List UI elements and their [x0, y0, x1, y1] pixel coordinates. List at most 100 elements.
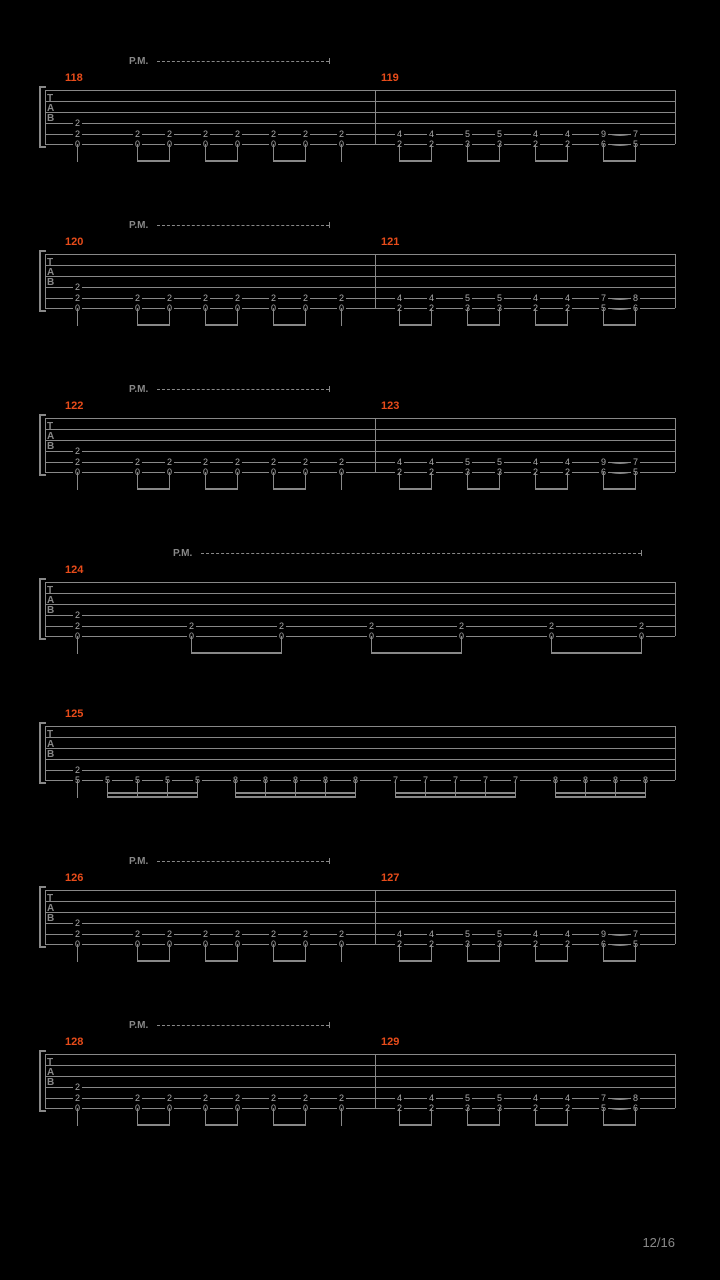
barline — [45, 726, 46, 780]
fret-number: 2 — [233, 130, 242, 139]
fret-number: 5 — [495, 458, 504, 467]
fret-number: 4 — [427, 130, 436, 139]
fret-number: 4 — [531, 130, 540, 139]
palm-mute-label: P.M. — [129, 856, 148, 867]
tab-system: TAB126127P.M.220202020202020204242535342… — [45, 890, 675, 944]
fret-number: 2 — [201, 1094, 210, 1103]
fret-number: 2 — [73, 447, 82, 456]
fret-number: 4 — [531, 458, 540, 467]
fret-number: 2 — [165, 1094, 174, 1103]
fret-number: 2 — [269, 458, 278, 467]
fret-number: 5 — [495, 1094, 504, 1103]
measure-number: 121 — [381, 236, 399, 248]
barline — [675, 726, 676, 780]
fret-number: 2 — [201, 930, 210, 939]
fret-number: 4 — [427, 458, 436, 467]
fret-number: 8 — [631, 1094, 640, 1103]
fret-number: 2 — [73, 458, 82, 467]
barline — [375, 890, 376, 944]
measure-number: 128 — [65, 1036, 83, 1048]
fret-number: 9 — [599, 130, 608, 139]
fret-number: 4 — [395, 458, 404, 467]
barline — [45, 90, 46, 144]
fret-number: 2 — [165, 930, 174, 939]
fret-number: 2 — [457, 622, 466, 631]
fret-number: 9 — [599, 458, 608, 467]
tab-clef: TAB — [47, 422, 54, 452]
fret-number: 2 — [301, 930, 310, 939]
measure-number: 122 — [65, 400, 83, 412]
tab-clef: TAB — [47, 258, 54, 288]
fret-number: 2 — [133, 458, 142, 467]
tab-system: TAB118119P.M.220202020202020204242535342… — [45, 90, 675, 144]
tab-clef: TAB — [47, 1058, 54, 1088]
barline — [45, 254, 46, 308]
tab-system: TAB128129P.M.220202020202020204242535342… — [45, 1054, 675, 1108]
fret-number: 4 — [427, 294, 436, 303]
measure-number: 123 — [381, 400, 399, 412]
fret-number: 4 — [563, 930, 572, 939]
fret-number: 5 — [463, 930, 472, 939]
fret-number: 2 — [269, 130, 278, 139]
fret-number: 4 — [563, 294, 572, 303]
fret-number: 2 — [165, 130, 174, 139]
barline — [375, 90, 376, 144]
fret-number: 4 — [531, 294, 540, 303]
tab-system: TAB122123P.M.220202020202020204242535342… — [45, 418, 675, 472]
fret-number: 2 — [301, 130, 310, 139]
fret-number: 5 — [495, 294, 504, 303]
barline — [675, 1054, 676, 1108]
fret-number: 2 — [73, 611, 82, 620]
fret-number: 2 — [133, 1094, 142, 1103]
fret-number: 7 — [631, 458, 640, 467]
barline — [45, 418, 46, 472]
fret-number: 7 — [631, 130, 640, 139]
fret-number: 2 — [201, 458, 210, 467]
fret-number: 2 — [367, 622, 376, 631]
fret-number: 5 — [495, 930, 504, 939]
fret-number: 4 — [563, 130, 572, 139]
barline — [375, 254, 376, 308]
tab-clef: TAB — [47, 730, 54, 760]
fret-number: 5 — [463, 294, 472, 303]
fret-number: 2 — [73, 919, 82, 928]
fret-number: 2 — [73, 119, 82, 128]
fret-number: 2 — [301, 458, 310, 467]
palm-mute-label: P.M. — [129, 384, 148, 395]
palm-mute-label: P.M. — [173, 548, 192, 559]
fret-number: 2 — [73, 283, 82, 292]
measure-number: 124 — [65, 564, 83, 576]
barline — [45, 582, 46, 636]
fret-number: 2 — [269, 294, 278, 303]
barline — [45, 890, 46, 944]
fret-number: 2 — [73, 1094, 82, 1103]
tab-clef: TAB — [47, 586, 54, 616]
fret-number: 9 — [599, 930, 608, 939]
fret-number: 2 — [73, 294, 82, 303]
tab-system: TAB120121P.M.220202020202020204242535342… — [45, 254, 675, 308]
fret-number: 4 — [395, 294, 404, 303]
fret-number: 2 — [187, 622, 196, 631]
fret-number: 2 — [133, 294, 142, 303]
fret-number: 4 — [563, 1094, 572, 1103]
palm-mute-label: P.M. — [129, 1020, 148, 1031]
fret-number: 2 — [637, 622, 646, 631]
tab-clef: TAB — [47, 94, 54, 124]
fret-number: 2 — [165, 294, 174, 303]
fret-number: 2 — [269, 1094, 278, 1103]
barline — [45, 1054, 46, 1108]
fret-number: 2 — [337, 130, 346, 139]
barline — [675, 254, 676, 308]
barline — [375, 418, 376, 472]
fret-number: 2 — [337, 1094, 346, 1103]
barline — [375, 1054, 376, 1108]
palm-mute-label: P.M. — [129, 56, 148, 67]
measure-number: 129 — [381, 1036, 399, 1048]
fret-number: 2 — [277, 622, 286, 631]
fret-number: 2 — [73, 766, 82, 775]
measure-number: 118 — [65, 72, 83, 84]
barline — [675, 890, 676, 944]
fret-number: 2 — [201, 294, 210, 303]
fret-number: 2 — [165, 458, 174, 467]
fret-number: 2 — [337, 930, 346, 939]
